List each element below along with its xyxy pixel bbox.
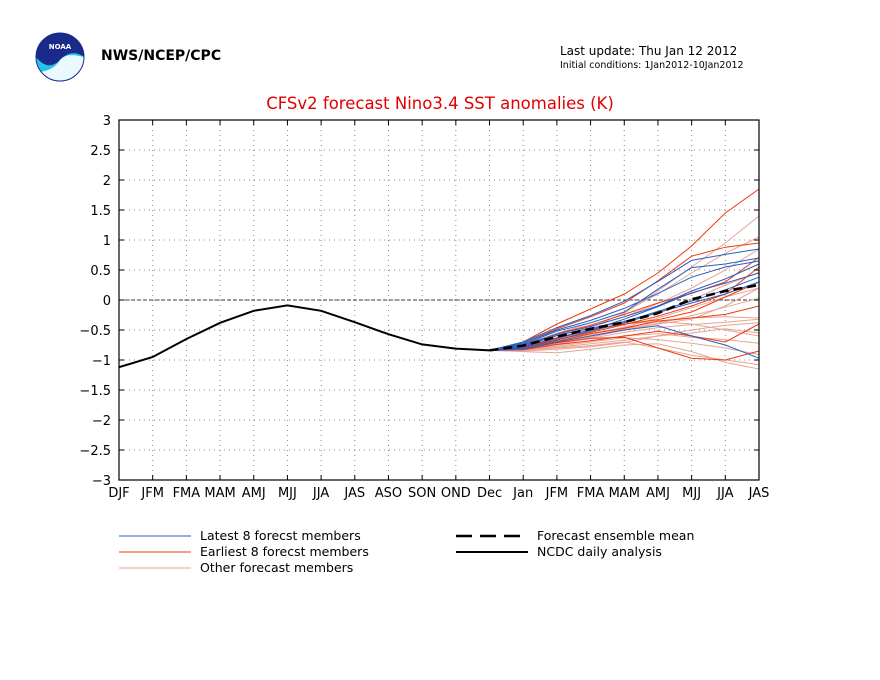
y-tick-label: −0.5 [79,324,111,339]
series-layer [118,188,760,370]
legend-label-other: Other forecast members [200,560,353,575]
x-tick-label: SON [408,486,436,501]
x-axis: DJF JFM FMA MAM AMJ MJJ JJA JAS ASO SON OND Dec Jan J… [108,120,769,501]
agency-label: NWS/NCEP/CPC [101,48,221,64]
y-tick-label: 1.5 [90,204,111,219]
analysis-line [118,304,490,369]
y-axis: 3 2.5 2 1.5 1 0.5 0 −0.5 −1 −1.5 −2 −2.5 −3 [79,114,759,489]
grid [119,120,759,480]
other-member-line [489,343,760,370]
x-tick-label: JFM [545,486,569,501]
legend-label-earliest: Earliest 8 forecst members [200,544,369,559]
x-tick-label: OND [441,486,471,501]
y-tick-label: 2 [103,174,111,189]
earliest-member-line [489,305,760,351]
last-update: Last update: Thu Jan 12 2012 [560,44,737,58]
x-tick-label: DJF [108,486,129,501]
latest-member-line [489,248,760,351]
x-tick-label: JAS [343,486,365,501]
x-tick-label: JJA [716,486,733,501]
other-member-line [489,322,760,352]
latest-member-line [489,281,760,351]
legend-label-latest: Latest 8 forecst members [200,528,361,543]
x-tick-label: MJJ [278,486,297,501]
y-tick-label: −2 [92,414,111,429]
x-tick-label: AMJ [646,486,670,501]
latest-member-line [489,257,760,351]
x-tick-label: JFM [140,486,164,501]
y-tick-label: −3 [92,474,111,489]
legend-label-analysis: NCDC daily analysis [537,544,662,559]
y-tick-label: −1 [92,354,111,369]
x-tick-label: FMA [577,486,605,501]
x-tick-label: MJJ [682,486,701,501]
noaa-logo: NOAA [35,32,85,83]
x-tick-label: FMA [173,486,201,501]
ensemble-mean-line [489,283,760,352]
y-tick-label: −2.5 [79,444,111,459]
initial-conditions: Initial conditions: 1Jan2012-10Jan2012 [560,60,744,71]
legend-label-mean: Forecast ensemble mean [537,528,694,543]
chart-title: CFSv2 forecast Nino3.4 SST anomalies (K) [266,94,614,113]
x-tick-label: JAS [748,486,770,501]
x-tick-label: MAM [204,486,235,501]
y-tick-label: 2.5 [90,144,111,159]
noaa-logo-text: NOAA [49,43,72,51]
y-tick-label: −1.5 [79,384,111,399]
earliest-member-line [489,188,760,351]
x-tick-label: Dec [477,486,502,501]
x-tick-label: MAM [609,486,640,501]
latest-member-line [489,260,760,351]
x-tick-label: JJA [312,486,329,501]
x-tick-label: AMJ [242,486,266,501]
y-tick-label: 0.5 [90,264,111,279]
earliest-member-line [489,281,760,351]
other-member-line [489,328,760,351]
x-tick-label: ASO [375,486,402,501]
y-tick-label: 3 [103,114,111,129]
y-tick-label: 1 [103,234,111,249]
earliest-member-line [489,323,760,351]
y-tick-label: 0 [103,294,111,309]
x-tick-label: Jan [512,486,533,501]
latest-member-line [489,325,760,359]
